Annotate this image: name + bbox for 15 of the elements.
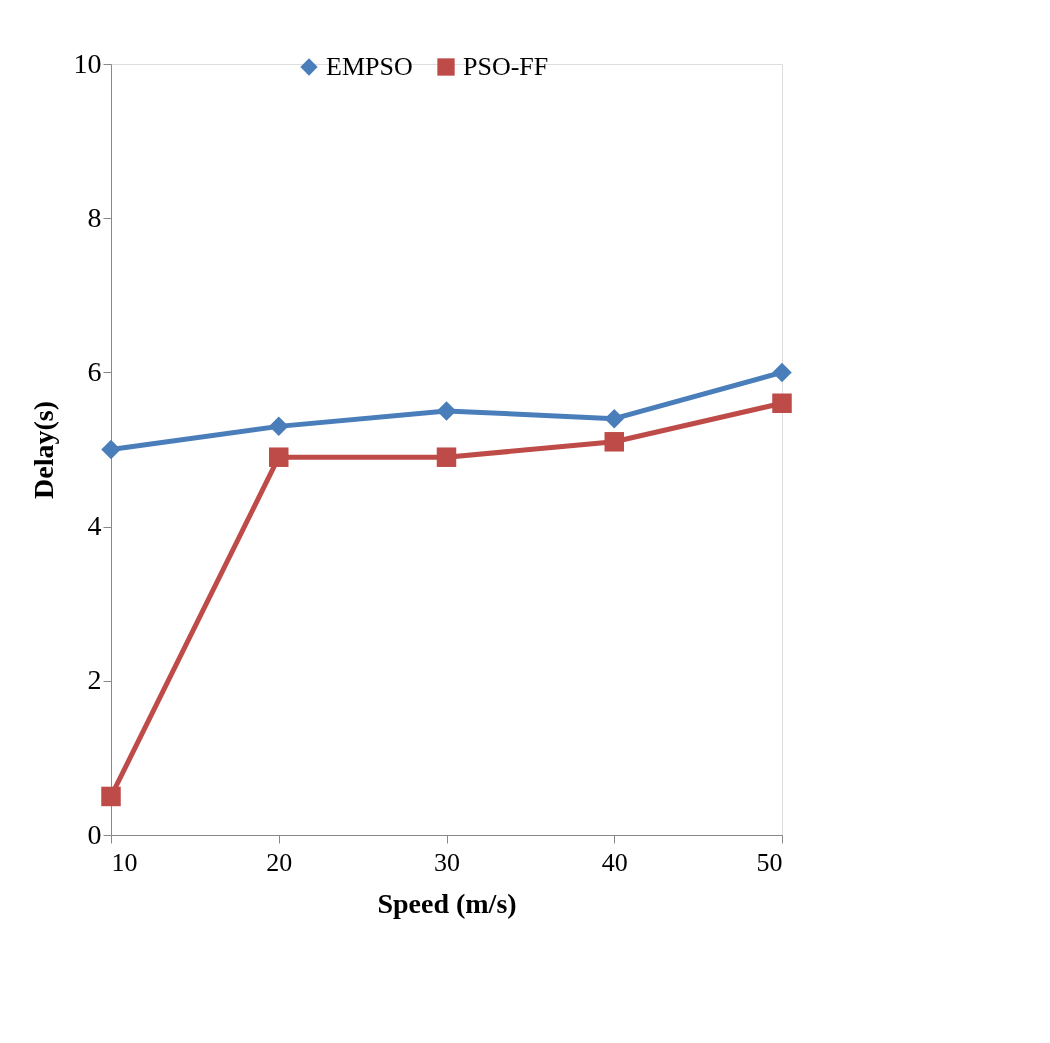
y-tick-label: 0 — [87, 818, 102, 850]
x-tick-label: 50 — [756, 847, 783, 877]
y-tick-label: 2 — [87, 664, 102, 696]
x-tick-label: 40 — [601, 847, 628, 877]
x-tick-label: 20 — [266, 847, 293, 877]
y-tick-label: 10 — [73, 47, 102, 79]
y-tick-label: 4 — [87, 510, 102, 542]
y-axis-title: Delay(s) — [27, 401, 59, 499]
legend-label: EMPSO — [326, 52, 413, 81]
legend-label: PSO-FF — [463, 52, 549, 81]
x-axis-title: Speed (m/s) — [377, 887, 517, 919]
y-tick-label: 8 — [87, 201, 102, 233]
x-tick-label: 30 — [434, 847, 460, 877]
x-tick-label: 10 — [111, 847, 138, 877]
y-tick-label: 6 — [87, 355, 102, 387]
